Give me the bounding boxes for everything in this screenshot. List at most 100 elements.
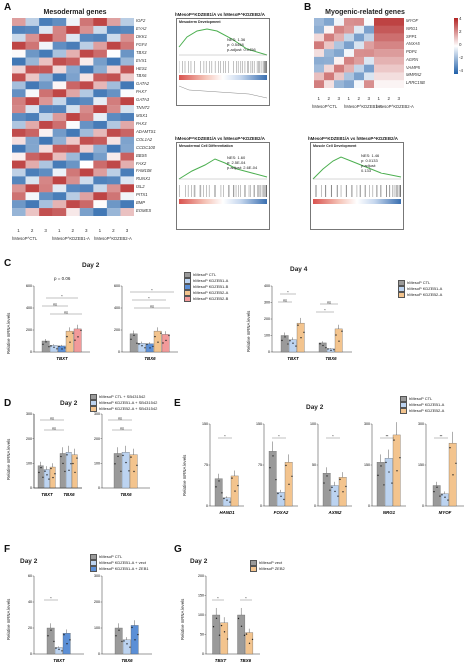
data-point — [42, 343, 44, 345]
heatmap-cell — [93, 152, 108, 161]
heatmap-cell — [394, 72, 404, 81]
heatmap-column-number: 2 — [30, 228, 34, 233]
heatmap-cell — [25, 128, 40, 137]
gsea-a1-plot: Mesoderm Development NES: 1.36 p: 0.5458… — [176, 18, 270, 106]
bar — [440, 493, 449, 507]
heatmap-cell — [120, 113, 134, 122]
data-point — [136, 342, 138, 344]
heatmap-cell — [25, 160, 40, 169]
heatmap-gene-label: BMP — [136, 200, 146, 206]
heatmap-cell — [384, 33, 395, 42]
legend-f-item-ctl: hMesoP CTL — [90, 554, 149, 560]
y-tick-label: 150 — [202, 422, 208, 426]
chart-d-tbx6: 0 100 200 300 TBX6 ns ns — [94, 412, 150, 497]
bar — [114, 627, 123, 655]
heatmap-cell — [314, 33, 325, 42]
heatmap-cell — [314, 49, 325, 58]
data-point — [215, 617, 218, 619]
heatmap-column-number: 1 — [347, 96, 351, 101]
bar — [214, 478, 223, 507]
chart-e-axin2: 0 50 100 AXIN2 * — [310, 422, 352, 515]
heatmap-cell — [394, 33, 404, 42]
heatmap-cell — [39, 33, 53, 42]
heatmap-cell — [374, 41, 385, 50]
heatmap-cell — [344, 49, 355, 58]
panel-letter-g: G — [174, 544, 182, 555]
heatmap-cell — [93, 25, 108, 35]
heatmap-cell — [93, 176, 108, 185]
heatmap-cell — [106, 176, 121, 185]
heatmap-cell — [314, 41, 325, 50]
heatmap-gene-label: TBX6 — [136, 73, 147, 79]
data-point — [62, 462, 64, 465]
data-point — [212, 626, 215, 628]
y-tick-label: 0 — [202, 652, 204, 656]
heatmap-gene-label: MSX1 — [136, 113, 148, 119]
heatmap-cell — [364, 64, 375, 73]
heatmap-cell — [93, 113, 108, 122]
panel-c-day4-ylabel: Relative mRNA levels — [246, 310, 251, 352]
panel-d-title: Day 2 — [60, 400, 78, 407]
heatmap-cell — [324, 80, 335, 88]
significance-label: ns — [283, 298, 287, 302]
bar — [113, 453, 122, 489]
heatmap-cell — [79, 89, 94, 98]
heatmap-cell — [66, 25, 80, 35]
panel-c-p-annotation: p = 0.06 — [54, 276, 71, 281]
y-tick-label: 150 — [198, 594, 204, 598]
data-point — [223, 631, 226, 633]
group-label-b-kd1: hMesoP^KDZEB1-A — [344, 104, 382, 109]
heatmap-cell — [79, 97, 94, 106]
data-point — [237, 484, 239, 487]
legend-e-item-ctl: hMesoP CTL — [400, 396, 444, 402]
data-point — [341, 330, 343, 332]
data-point — [64, 470, 66, 473]
bar — [220, 622, 229, 655]
y-tick-label: 100 — [310, 422, 316, 426]
gsea-a2-header: hMesoP^KDZEB1/A vs hMesoP^KDZEB2/A — [175, 136, 265, 141]
heatmap-cell — [120, 49, 134, 58]
heatmap-column-number: 3 — [367, 96, 371, 101]
x-tick-label: TBX6 — [144, 356, 156, 361]
data-point — [326, 475, 328, 477]
legend-c-item-ctl: hMesoP CTL — [184, 272, 228, 278]
data-point — [377, 474, 379, 477]
heatmap-cell — [314, 72, 325, 81]
data-point — [58, 345, 60, 348]
heatmap-cell — [66, 168, 80, 177]
heatmap-cell — [12, 128, 26, 137]
legend-d-item-ctl: hMesoP CTL + SB431542 — [90, 394, 157, 400]
heatmap-cell — [106, 73, 121, 82]
bar — [41, 340, 50, 353]
heatmap-cell — [354, 49, 365, 58]
data-point — [149, 347, 151, 349]
heatmap-legend-tick: 4 — [459, 16, 462, 21]
heatmap-cell — [106, 192, 121, 201]
heatmap-gene-label: MMRN2 — [406, 72, 422, 78]
data-point — [157, 341, 159, 343]
heatmap-cell — [120, 208, 134, 216]
y-tick-label: 200 — [26, 437, 32, 441]
data-point — [275, 478, 277, 481]
significance-label: * — [287, 290, 289, 294]
heatmap-gene-label: PITX1 — [136, 192, 148, 198]
significance-label: ns — [118, 416, 122, 420]
heatmap-cell — [25, 41, 40, 50]
legend-f-item-zeb1: hMesoP KDZEB1-A + ZEB1 — [90, 566, 149, 573]
panel-f-title: Day 2 — [20, 558, 38, 565]
heatmap-gene-label: MYOF — [406, 18, 419, 23]
heatmap-cell — [93, 168, 108, 177]
heatmap-cell — [106, 136, 121, 145]
data-point — [248, 642, 251, 645]
data-point — [40, 466, 42, 469]
heatmap-cell — [79, 33, 94, 42]
heatmap-gene-label: EYA2 — [136, 25, 147, 31]
legend-e: hMesoP CTL hMesoP KDZEB1-A hMesoP KDZEB2… — [400, 396, 444, 415]
heatmap-cell — [324, 56, 335, 65]
heatmap-cell — [394, 64, 404, 73]
heatmap-gene-label: FGF4 — [136, 41, 147, 47]
heatmap-cell — [93, 105, 108, 114]
data-point — [72, 332, 74, 334]
data-point — [391, 482, 393, 484]
